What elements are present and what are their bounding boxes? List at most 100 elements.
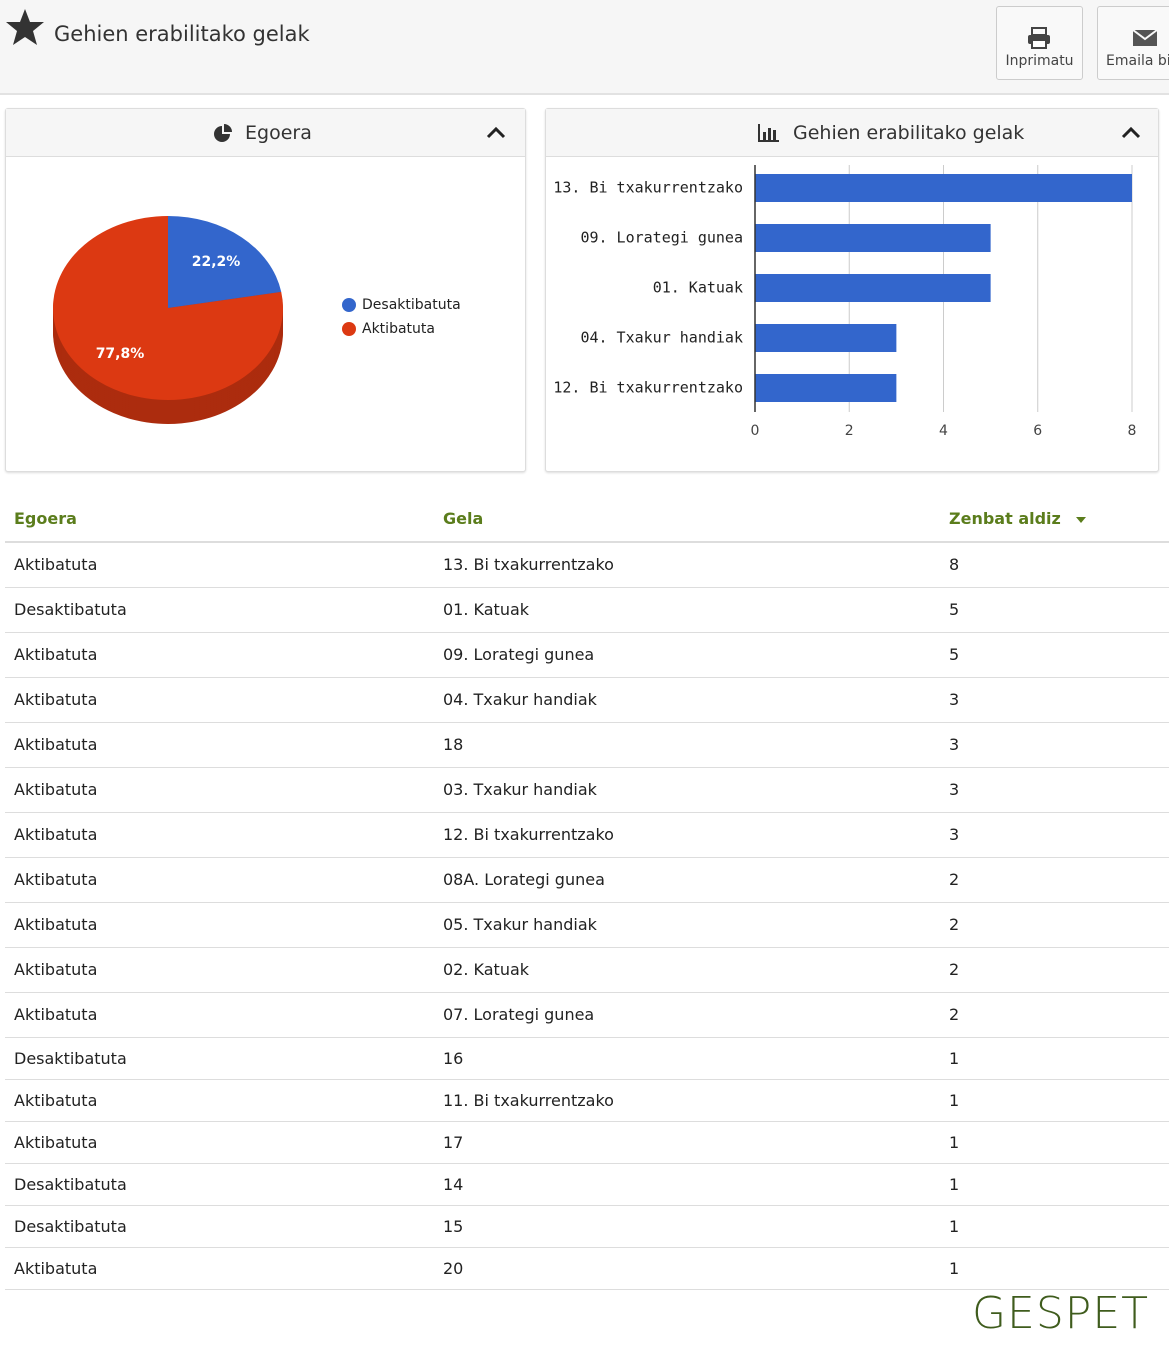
table-cell: 03. Txakur handiak bbox=[434, 767, 940, 813]
x-tick-label: 0 bbox=[751, 423, 760, 439]
collapse-icon[interactable] bbox=[486, 125, 506, 139]
y-tick-label: 09. Lorategi gunea bbox=[580, 229, 743, 247]
table-cell: 14 bbox=[434, 1163, 940, 1206]
table-cell: Aktibatuta bbox=[5, 812, 434, 858]
table-cell: 3 bbox=[940, 677, 1169, 723]
table-row: Aktibatuta 17 1 bbox=[5, 1121, 1169, 1164]
y-tick-label: 04. Txakur handiak bbox=[580, 329, 743, 347]
table-cell: Aktibatuta bbox=[5, 1247, 434, 1290]
bar bbox=[755, 374, 897, 402]
table-cell: 01. Katuak bbox=[434, 587, 940, 633]
table-cell: 1 bbox=[940, 1037, 1169, 1080]
data-label: 77,8% bbox=[96, 346, 145, 362]
table-cell: 20 bbox=[434, 1247, 940, 1290]
table-cell: 2 bbox=[940, 902, 1169, 948]
table-cell: Desaktibatuta bbox=[5, 1037, 434, 1080]
table-row: Aktibatuta 13. Bi txakurrentzako 8 bbox=[5, 542, 1169, 588]
table-cell: 2 bbox=[940, 992, 1169, 1038]
pie-slice bbox=[168, 216, 282, 308]
collapse-icon[interactable] bbox=[1121, 125, 1141, 139]
table-row: Desaktibatuta 15 1 bbox=[5, 1205, 1169, 1248]
y-tick-label: 13. Bi txakurrentzako bbox=[553, 179, 743, 197]
header: Gehien erabilitako gelak Inprimatu Email… bbox=[0, 0, 1169, 95]
table-cell: 12. Bi txakurrentzako bbox=[434, 812, 940, 858]
table-cell: 8 bbox=[940, 542, 1169, 588]
table-cell: Aktibatuta bbox=[5, 767, 434, 813]
email-button[interactable]: Emaila bidali bbox=[1097, 6, 1169, 80]
table-cell: 1 bbox=[940, 1205, 1169, 1248]
table-cell: 2 bbox=[940, 947, 1169, 993]
table-cell: 16 bbox=[434, 1037, 940, 1080]
panel-header: Gehien erabilitako gelak bbox=[546, 109, 1158, 157]
legend-marker bbox=[342, 322, 356, 336]
y-tick-label: 01. Katuak bbox=[653, 279, 743, 297]
table-cell: 5 bbox=[940, 632, 1169, 678]
table-cell: 3 bbox=[940, 767, 1169, 813]
table-cell: Aktibatuta bbox=[5, 857, 434, 903]
x-tick-label: 6 bbox=[1033, 423, 1042, 439]
x-tick-label: 2 bbox=[845, 423, 854, 439]
table-cell: Desaktibatuta bbox=[5, 1205, 434, 1248]
table-row: Aktibatuta 07. Lorategi gunea 2 bbox=[5, 992, 1169, 1038]
column-header[interactable]: Zenbat aldiz bbox=[940, 495, 1169, 543]
data-label: 22,2% bbox=[192, 254, 241, 270]
column-label: Zenbat aldiz bbox=[949, 508, 1061, 528]
table-row: Aktibatuta 08A. Lorategi gunea 2 bbox=[5, 857, 1169, 903]
column-label: Gela bbox=[443, 508, 484, 528]
table-row: Desaktibatuta 01. Katuak 5 bbox=[5, 587, 1169, 633]
bar bbox=[755, 274, 991, 302]
bar-icon bbox=[758, 124, 779, 142]
table-cell: 2 bbox=[940, 857, 1169, 903]
y-tick-label: 12. Bi txakurrentzako bbox=[553, 379, 743, 397]
table-cell: 1 bbox=[940, 1247, 1169, 1290]
table-cell: 18 bbox=[434, 722, 940, 768]
table-row: Aktibatuta 05. Txakur handiak 2 bbox=[5, 902, 1169, 948]
table-cell: Aktibatuta bbox=[5, 992, 434, 1038]
table-cell: Aktibatuta bbox=[5, 1079, 434, 1122]
panel-title: Gehien erabilitako gelak bbox=[793, 122, 1025, 144]
table-row: Aktibatuta 11. Bi txakurrentzako 1 bbox=[5, 1079, 1169, 1122]
panel-title: Egoera bbox=[245, 122, 312, 144]
charts: 22,2% Desaktibatuta 77,8% Aktibatuta 0 2 4 6 8 13… bbox=[52, 165, 1137, 439]
table-cell: 1 bbox=[940, 1121, 1169, 1164]
table-cell: Desaktibatuta bbox=[5, 587, 434, 633]
table-row: Aktibatuta 18 3 bbox=[5, 722, 1169, 768]
table-body: Aktibatuta 13. Bi txakurrentzako 8 Desaktib… bbox=[5, 542, 1169, 1290]
table-row: Aktibatuta 02. Katuak 2 bbox=[5, 947, 1169, 993]
table-cell: 1 bbox=[940, 1079, 1169, 1122]
x-tick-label: 4 bbox=[939, 423, 948, 439]
table-row: Aktibatuta 20 1 bbox=[5, 1247, 1169, 1290]
table-header: Egoera Gela Zenbat aldiz bbox=[5, 495, 1169, 543]
column-header[interactable]: Gela bbox=[434, 495, 940, 543]
column-header[interactable]: Egoera bbox=[5, 495, 434, 543]
table-cell: Aktibatuta bbox=[5, 1121, 434, 1164]
table-row: Aktibatuta 03. Txakur handiak 3 bbox=[5, 767, 1169, 813]
table-cell: 1 bbox=[940, 1163, 1169, 1206]
table-cell: Desaktibatuta bbox=[5, 1163, 434, 1206]
bar bbox=[755, 224, 991, 252]
table-cell: 11. Bi txakurrentzako bbox=[434, 1079, 940, 1122]
column-label: Egoera bbox=[14, 508, 77, 528]
table-cell: 13. Bi txakurrentzako bbox=[434, 542, 940, 588]
bar bbox=[755, 324, 897, 352]
table-row: Aktibatuta 09. Lorategi gunea 5 bbox=[5, 632, 1169, 678]
table-row: Aktibatuta 04. Txakur handiak 3 bbox=[5, 677, 1169, 723]
star-icon bbox=[6, 9, 44, 45]
table-row: Desaktibatuta 16 1 bbox=[5, 1037, 1169, 1080]
x-tick-label: 8 bbox=[1128, 423, 1137, 439]
table-row: Desaktibatuta 14 1 bbox=[5, 1163, 1169, 1206]
table-cell: 04. Txakur handiak bbox=[434, 677, 940, 723]
table-cell: Aktibatuta bbox=[5, 677, 434, 723]
table-cell: Aktibatuta bbox=[5, 947, 434, 993]
printer-icon bbox=[1028, 27, 1050, 49]
pie-slice bbox=[52, 216, 283, 401]
table-cell: 07. Lorategi gunea bbox=[434, 992, 940, 1038]
button-label: Emaila bidali bbox=[1106, 53, 1169, 69]
panel-header: Egoera bbox=[6, 109, 525, 157]
legend-label: Aktibatuta bbox=[362, 321, 435, 337]
table-cell: 05. Txakur handiak bbox=[434, 902, 940, 948]
table-cell: 02. Katuak bbox=[434, 947, 940, 993]
button-label: Inprimatu bbox=[1005, 53, 1074, 69]
print-button[interactable]: Inprimatu bbox=[996, 6, 1083, 80]
